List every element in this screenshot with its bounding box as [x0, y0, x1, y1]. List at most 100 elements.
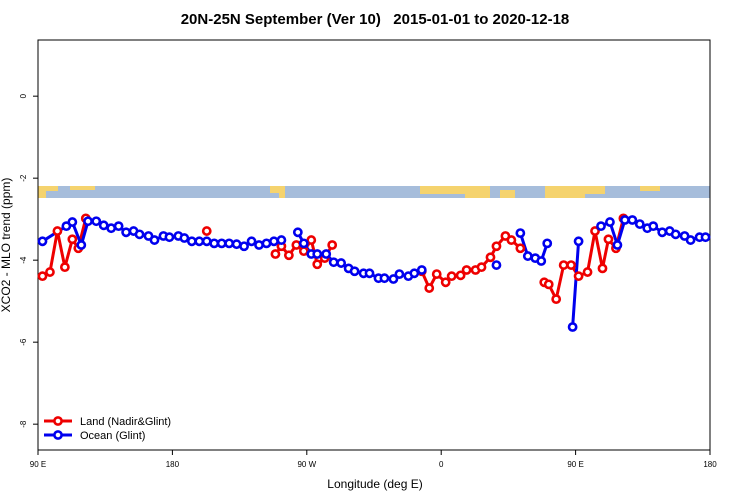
data-point: [685, 235, 696, 245]
data-point: [276, 235, 287, 245]
y-axis-label: XCO2 - MLO trend (ppm): [0, 178, 13, 313]
data-point: [336, 258, 347, 268]
data-point: [106, 223, 117, 234]
y-tick-label: -4: [19, 256, 28, 264]
data-point: [364, 268, 375, 279]
data-point: [476, 262, 487, 273]
data-point: [603, 234, 614, 245]
data-point: [485, 252, 496, 263]
data-point: [67, 234, 78, 245]
data-point: [567, 322, 578, 332]
data-point: [209, 238, 220, 249]
data-point: [194, 236, 205, 247]
data-point: [52, 226, 63, 236]
data-point: [246, 236, 257, 247]
data-point: [388, 274, 399, 284]
data-point: [239, 241, 249, 252]
data-point: [440, 277, 451, 288]
data-point: [98, 220, 109, 231]
data-point: [321, 249, 332, 259]
legend-label: Land (Nadir&Glint): [80, 416, 171, 428]
x-tick-label: 0: [439, 460, 444, 469]
data-point: [254, 240, 264, 250]
data-point: [424, 283, 435, 293]
data-point: [121, 227, 132, 238]
data-point: [379, 273, 390, 284]
chart-title: 20N-25N September (Ver 10) 2015-01-01 to…: [181, 11, 570, 28]
data-point: [186, 236, 197, 247]
data-point: [312, 249, 323, 259]
data-point: [455, 270, 466, 281]
data-point: [91, 216, 102, 227]
data-point: [328, 257, 339, 268]
data-point: [394, 269, 405, 280]
data-point: [596, 221, 606, 232]
data-point: [648, 221, 659, 232]
data-point: [312, 259, 323, 270]
data-point: [657, 227, 668, 238]
data-point: [416, 265, 427, 275]
data-point: [409, 268, 420, 279]
data-point: [700, 232, 711, 243]
data-point: [283, 250, 294, 261]
data-point: [536, 256, 547, 266]
legend-marker: [53, 416, 63, 426]
data-point: [605, 217, 615, 227]
data-point: [551, 294, 562, 305]
data-point: [149, 235, 160, 245]
data-point: [216, 238, 227, 249]
data-point: [45, 267, 55, 277]
x-tick-label: 90 W: [297, 460, 316, 469]
data-point: [291, 240, 302, 250]
x-tick-label: 180: [166, 460, 180, 469]
x-tick-label: 180: [703, 460, 717, 469]
data-point: [582, 267, 593, 277]
data-point: [542, 238, 553, 249]
data-point: [37, 271, 48, 282]
y-tick-label: -6: [19, 338, 28, 346]
legend-marker: [53, 430, 63, 440]
y-tick-label: -8: [19, 420, 28, 428]
x-axis-label: Longitude (deg E): [327, 477, 422, 491]
data-point: [298, 238, 309, 249]
data-point: [134, 229, 145, 240]
data-point: [306, 235, 317, 245]
data-point: [269, 236, 279, 247]
data-point: [201, 226, 212, 236]
data-point: [201, 236, 212, 247]
data-point: [83, 216, 93, 227]
data-point: [612, 240, 623, 250]
data-point: [231, 239, 242, 250]
y-tick-label: 0: [19, 93, 28, 98]
data-point: [37, 236, 48, 247]
data-point: [59, 262, 70, 273]
data-point: [270, 249, 281, 259]
data-point: [67, 217, 78, 227]
data-point: [179, 233, 190, 243]
data-point: [224, 238, 235, 249]
x-tick-label: 90 E: [567, 460, 583, 469]
data-point: [543, 279, 554, 290]
data-point: [113, 221, 124, 232]
data-point: [431, 269, 442, 280]
map-strip: [38, 186, 710, 198]
data-point: [597, 263, 608, 274]
data-point: [619, 215, 630, 225]
legend-label: Ocean (Glint): [80, 430, 145, 442]
data-point: [522, 251, 533, 261]
data-point: [292, 227, 303, 238]
plot-frame: [37, 39, 711, 451]
data-point: [491, 260, 502, 270]
data-point: [515, 228, 526, 239]
data-point: [506, 235, 517, 245]
data-point: [670, 229, 681, 240]
data-point: [590, 226, 600, 236]
data-point: [298, 246, 309, 257]
data-point: [634, 219, 645, 229]
data-point: [573, 236, 584, 247]
y-tick-label: -2: [19, 174, 28, 182]
data-point: [627, 215, 638, 225]
data-point: [327, 240, 338, 250]
data-point: [76, 240, 87, 250]
